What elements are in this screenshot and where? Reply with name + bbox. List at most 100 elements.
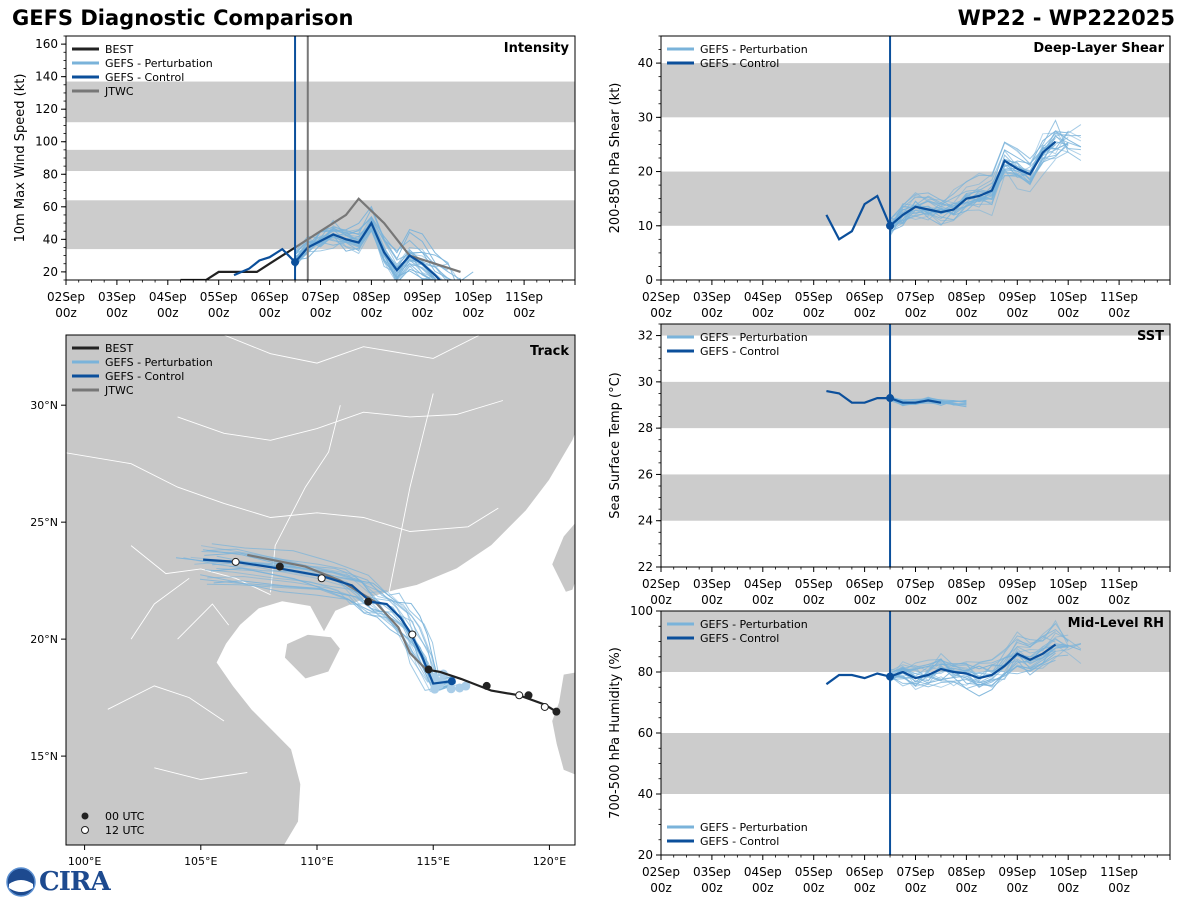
x-tick-label: 03Sep — [98, 290, 136, 304]
x-tick-hour-label: 00z — [157, 306, 179, 320]
x-tick-hour-label: 00z — [1108, 593, 1130, 607]
x-tick-hour-label: 00z — [259, 306, 281, 320]
x-tick-label: 03Sep — [693, 290, 731, 304]
legend-label: 00 UTC — [105, 810, 145, 823]
marker-12utc — [408, 630, 417, 639]
perturbation-line — [889, 158, 1056, 225]
perturbation-line — [889, 645, 1069, 681]
perturbation-track — [223, 559, 456, 690]
panel-sst: 22 24 26 28 30 32 02Sep 00z 03Sep 00z 04Sep 00z 05Se… — [608, 323, 1171, 607]
x-tick-hour-label: 00z — [1108, 881, 1130, 895]
x-tick-hour-label: 00z — [803, 881, 825, 895]
x-tick-hour-label: 00z — [1057, 881, 1079, 895]
x-tick-label: 11Sep — [1100, 577, 1138, 591]
x-tick-label: 07Sep — [302, 290, 340, 304]
province-borders — [66, 335, 504, 780]
x-tick-hour-label: 00z — [854, 306, 876, 320]
init-marker — [291, 258, 300, 267]
x-tick-label: 07Sep — [897, 577, 935, 591]
band-shear-0 — [661, 171, 1170, 226]
series-gefs-control — [825, 643, 1057, 686]
y-tick-label: 26 — [638, 467, 653, 481]
x-tick-hour-label: 00z — [701, 306, 723, 320]
perturbation-line — [889, 650, 1056, 686]
x-tick-hour-label: 00z — [650, 593, 672, 607]
x-tick-label: 04Sep — [744, 577, 782, 591]
y-tick-label: 0 — [645, 273, 653, 287]
noaa-logo-icon — [6, 867, 36, 897]
marker-12utc — [317, 574, 326, 583]
y-tick-label: 120 — [35, 102, 58, 116]
legend-label: GEFS - Control — [700, 57, 779, 70]
y-tick-label: 20 — [43, 265, 58, 279]
panel-title: Deep-Layer Shear — [1033, 41, 1164, 56]
legend-label: GEFS - Control — [700, 632, 779, 645]
marker-00utc — [552, 707, 561, 716]
y-tick-label: 20 — [638, 848, 653, 862]
x-tick-hour-label: 00z — [701, 593, 723, 607]
perturbation-line — [889, 646, 1069, 689]
y-tick-label: 15°N — [30, 750, 58, 763]
legend-label: GEFS - Perturbation — [700, 331, 808, 344]
x-tick-label: 02Sep — [642, 290, 680, 304]
x-tick-hour-label: 00z — [854, 881, 876, 895]
border-line — [154, 767, 248, 780]
perturbation-line — [294, 223, 437, 280]
init-marker — [886, 394, 895, 403]
y-tick-label: 100 — [630, 604, 653, 618]
x-tick-label: 08Sep — [947, 290, 985, 304]
legend-label: GEFS - Perturbation — [105, 57, 213, 70]
legend-label: GEFS - Perturbation — [105, 356, 213, 369]
border-line — [177, 400, 504, 441]
x-tick-label: 10Sep — [1049, 290, 1087, 304]
legend-label: GEFS - Control — [700, 835, 779, 848]
x-tick-label: 05Sep — [795, 865, 833, 879]
x-tick-label: 05Sep — [795, 577, 833, 591]
x-tick-label: 09Sep — [998, 865, 1036, 879]
control-start-marker — [447, 677, 456, 686]
perturbation-start — [446, 684, 456, 694]
y-axis-label: 700-500 hPa Humidity (%) — [608, 647, 623, 819]
legend-label: BEST — [105, 342, 133, 355]
legend-label: GEFS - Perturbation — [700, 821, 808, 834]
band-intensity-1 — [66, 149, 575, 172]
perturbation-track — [201, 551, 456, 686]
marker-12utc — [540, 702, 549, 711]
x-tick-hour-label: 00z — [412, 306, 434, 320]
y-tick-label: 30 — [638, 375, 653, 389]
perturbation-line — [889, 133, 1081, 225]
x-tick-label: 07Sep — [897, 865, 935, 879]
perturbation-line — [294, 217, 437, 280]
y-tick-label: 20 — [638, 165, 653, 179]
band-intensity-2 — [66, 81, 575, 123]
x-tick-label: 04Sep — [744, 865, 782, 879]
legend-label: 12 UTC — [105, 824, 145, 837]
plot-frame — [660, 323, 1171, 568]
band-sst-0 — [661, 474, 1170, 521]
y-axis-label: 10m Max Wind Speed (kt) — [13, 74, 28, 243]
x-tick-hour-label: 00z — [1007, 593, 1029, 607]
cira-logo: CIRA — [39, 867, 111, 897]
marker-00utc — [524, 691, 533, 700]
y-tick-label: 22 — [638, 560, 653, 574]
x-tick-label: 11Sep — [505, 290, 543, 304]
x-tick-hour-label: 00z — [1007, 881, 1029, 895]
x-tick-hour-label: 00z — [1007, 306, 1029, 320]
x-tick-label: 05Sep — [795, 290, 833, 304]
x-tick-label: 04Sep — [149, 290, 187, 304]
x-tick-label: 04Sep — [744, 290, 782, 304]
x-tick-label: 120°E — [533, 855, 566, 868]
x-tick-label: 06Sep — [846, 290, 884, 304]
perturbation-line — [889, 623, 1056, 682]
marker-00utc — [364, 597, 373, 606]
band-rh-1 — [661, 611, 1170, 672]
perturbation-track — [206, 548, 453, 685]
x-tick-label: 105°E — [184, 855, 217, 868]
series-best — [180, 246, 296, 280]
x-tick-label: 05Sep — [200, 290, 238, 304]
page-title: GEFS Diagnostic Comparison — [12, 6, 354, 30]
series-gefs-control — [826, 390, 942, 404]
y-tick-label: 60 — [43, 200, 58, 214]
band-shear-1 — [661, 63, 1170, 118]
x-tick-label: 10Sep — [1049, 577, 1087, 591]
